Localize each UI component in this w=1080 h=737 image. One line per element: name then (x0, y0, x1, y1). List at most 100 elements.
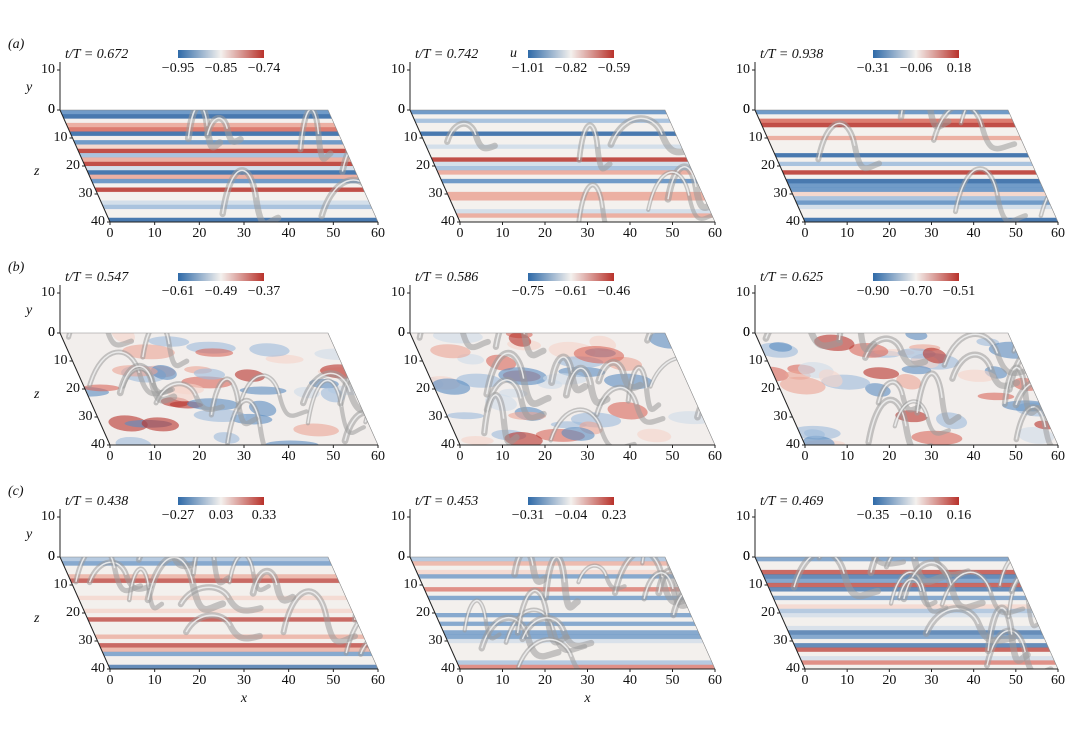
x-tick-label: 10 (148, 226, 162, 241)
y-tick-label: 0 (398, 102, 405, 117)
x-tick-label: 50 (666, 449, 680, 464)
stripe (458, 217, 715, 222)
y-tick-label: 0 (398, 549, 405, 564)
blob (122, 344, 175, 360)
x-tick-label: 0 (457, 673, 464, 688)
stripe (458, 664, 715, 669)
time-label: t/T = 0.625 (760, 270, 823, 285)
blob (447, 412, 485, 420)
colorbar-label: −0.85 (205, 61, 237, 76)
x-tick-label: 0 (457, 226, 464, 241)
z-tick-label: 20 (66, 158, 80, 173)
vortex-highlight (793, 557, 845, 588)
stripe (86, 170, 357, 175)
vortex-highlight (238, 374, 281, 408)
blob (151, 365, 177, 380)
x-tick-label: 0 (457, 449, 464, 464)
vortex-highlight (142, 333, 170, 358)
vortex-highlight (610, 117, 663, 145)
stripe (456, 660, 714, 665)
vortex-highlight (916, 372, 943, 413)
vortex-highlight (818, 557, 871, 559)
stripe (785, 178, 1041, 184)
x-tick-label: 40 (623, 673, 637, 688)
colorbar-label: −0.06 (900, 61, 932, 76)
vortex-highlight (890, 571, 925, 604)
colorbar-label: −0.82 (555, 61, 587, 76)
panel-label: (c) (8, 484, 24, 499)
blob (818, 369, 843, 388)
colorbar-label: −0.59 (598, 61, 630, 76)
z-tick-label: 20 (66, 605, 80, 620)
vortex-highlight (550, 409, 602, 441)
vortex-highlight (596, 386, 638, 415)
x-tick-label: 60 (1051, 673, 1065, 688)
vortex-highlight (614, 557, 664, 594)
blob (249, 343, 290, 357)
vortex-highlight (885, 557, 937, 568)
vortex-highlight (252, 570, 278, 594)
stripe (433, 608, 691, 614)
x-tick-label: 30 (925, 449, 939, 464)
stripe (425, 144, 683, 149)
flow-field (755, 333, 1058, 445)
vortex-highlight (987, 607, 1013, 651)
y-tick-label: 0 (48, 549, 55, 564)
vortex-highlight (877, 381, 904, 404)
z-tick-label: 10 (404, 353, 418, 368)
colorbar (178, 497, 264, 505)
z-tick-label: 40 (91, 214, 105, 229)
colorbar-label: −0.10 (900, 508, 932, 523)
stripe (88, 174, 359, 180)
x-tick-label: 60 (371, 673, 385, 688)
stripe (440, 625, 698, 631)
time-label: t/T = 0.547 (65, 270, 129, 285)
vortices (444, 115, 715, 222)
vortex-highlight (550, 356, 573, 383)
y-axis-label: y (24, 80, 33, 95)
y-tick-label: 0 (48, 102, 55, 117)
z-tick-label: 10 (54, 130, 68, 145)
stripe (69, 578, 340, 584)
vortex-highlight (210, 378, 239, 415)
stripe (762, 127, 1018, 132)
plane (755, 333, 1058, 445)
vortex-highlight (817, 122, 856, 160)
z-tick-label: 40 (91, 437, 105, 452)
z-axis-label: z (33, 611, 40, 626)
x-tick-label: 50 (326, 449, 340, 464)
stripe (96, 191, 367, 197)
stripe (450, 200, 708, 205)
stripe (427, 148, 685, 154)
x-tick-label: 60 (1051, 449, 1065, 464)
stripe (106, 660, 377, 665)
vortex-highlight (933, 110, 983, 141)
field (410, 110, 715, 222)
stripe (456, 213, 714, 218)
z-tick-label: 20 (761, 381, 775, 396)
stripe (79, 153, 350, 158)
z-tick-label: 10 (404, 130, 418, 145)
flow-field (755, 110, 1058, 222)
stripe (440, 178, 698, 184)
stripe (100, 647, 371, 652)
z-axis-label: z (33, 387, 40, 402)
blob (769, 342, 793, 352)
stripe (90, 178, 361, 184)
vortex-highlight (495, 333, 526, 347)
blob (905, 333, 928, 341)
vortex-highlight (521, 617, 565, 640)
vortices (416, 333, 715, 445)
colorbar-label: 0.23 (602, 508, 627, 523)
vortex-highlight (578, 184, 604, 222)
stripe (795, 200, 1051, 205)
colorbar-label: −0.51 (943, 284, 975, 299)
stripe (770, 144, 1026, 149)
stripe (791, 638, 1047, 644)
blob (239, 386, 287, 395)
field (410, 557, 715, 669)
